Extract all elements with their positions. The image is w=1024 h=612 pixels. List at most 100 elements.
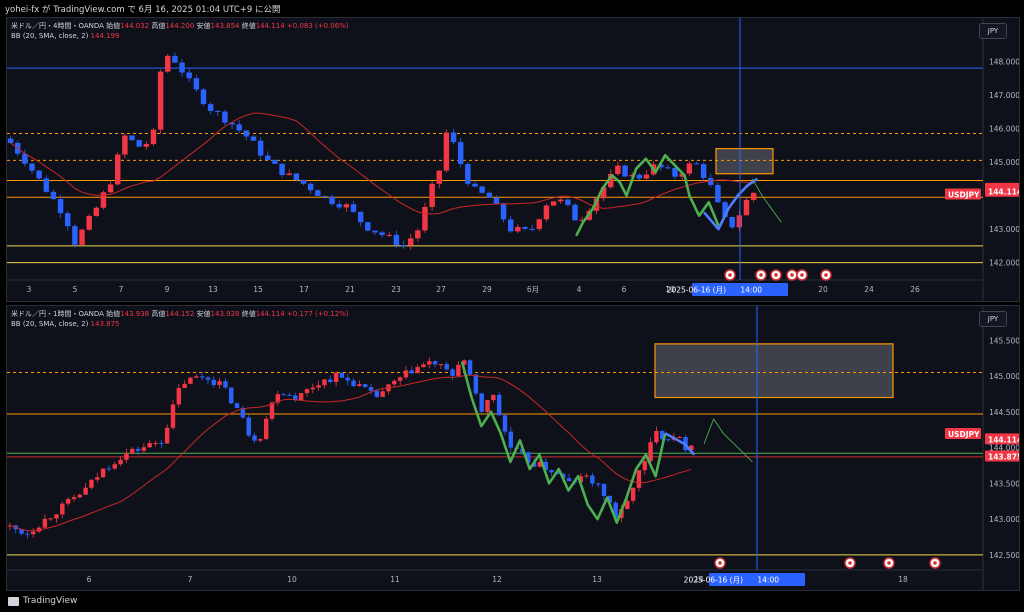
time-tick-label: 7 — [188, 575, 193, 584]
candle-body — [700, 164, 707, 178]
publish-header-text: yohei-fx が TradingView.com で 6月 16, 2025… — [5, 5, 281, 15]
chart-canvas-1h[interactable]: 145.500 145.000 144.500 144.000 143.500 143.0… — [7, 306, 1019, 590]
candle-body — [736, 215, 743, 228]
candle-body — [625, 500, 630, 509]
symbol-info-4h: 米ドル／円・4時間・OANDA 始値144.032 高値144.200 安値14… — [11, 21, 349, 31]
candle-body — [281, 394, 286, 396]
candle-body — [257, 140, 264, 156]
candle-body — [393, 234, 400, 246]
close-label: 終値 — [241, 22, 256, 30]
candle-body — [438, 364, 444, 366]
candle-body — [642, 461, 647, 471]
candle-body — [65, 499, 71, 504]
crosshair-date-label: 2025-06-16 (月) — [684, 576, 743, 585]
crosshair-time-box — [709, 573, 805, 586]
candle-body — [157, 71, 164, 130]
candle-body — [365, 222, 371, 231]
candle-body — [293, 173, 300, 180]
candle-body — [500, 203, 507, 220]
chart-canvas-4h[interactable]: 148.000 147.000 146.000 145.000 143.000 142.0… — [7, 18, 1019, 301]
candle-body — [95, 477, 100, 480]
candle-body — [135, 448, 141, 451]
candle-body — [526, 452, 531, 463]
currency-button[interactable]: JPY — [979, 23, 1007, 39]
candle-body — [407, 238, 414, 246]
time-tick-label: 7 — [119, 285, 124, 294]
candle-body — [322, 379, 327, 386]
candle-body — [579, 219, 585, 221]
footer-bar: TradingView — [0, 593, 1024, 612]
crosshair-time-label: 14:00 — [740, 286, 762, 295]
candle-body — [22, 153, 28, 164]
economic-event-dot — [887, 561, 891, 565]
candle-body — [486, 192, 492, 198]
symbol-tag-label: USDJPY — [948, 430, 980, 439]
candle-body — [243, 130, 250, 137]
candle-body — [636, 470, 642, 488]
candle-body — [287, 394, 292, 396]
projection-path — [703, 418, 753, 463]
tradingview-logo[interactable]: TradingView — [8, 596, 77, 606]
candle-body — [336, 204, 342, 208]
candle-body — [654, 431, 659, 443]
candle-body — [36, 527, 42, 532]
candle-body — [473, 374, 479, 394]
candle-body — [118, 459, 123, 465]
time-tick-label: 3 — [27, 285, 32, 294]
candle-body — [179, 62, 185, 73]
candle-body — [286, 173, 292, 176]
candle-body — [199, 376, 205, 378]
open-value: 144.032 — [120, 22, 150, 30]
economic-event-dot — [774, 273, 778, 277]
candle-body — [427, 361, 432, 365]
candle-body — [743, 199, 750, 216]
candle-body — [421, 364, 426, 368]
candle-body — [272, 159, 278, 164]
candle-body — [722, 202, 728, 217]
bb-value: 144.199 — [90, 32, 120, 40]
candle-body — [386, 234, 392, 236]
candle-body — [677, 437, 682, 439]
candle-body — [362, 384, 368, 388]
candle-body — [368, 387, 374, 391]
candle-body — [496, 394, 502, 416]
candle-body — [269, 402, 275, 419]
candle-body — [252, 435, 257, 441]
chart-panel-4h[interactable]: 148.000 147.000 146.000 145.000 143.000 142.0… — [6, 17, 1020, 302]
candle-body — [124, 453, 129, 460]
candle-body — [43, 178, 50, 192]
candle-body — [450, 132, 457, 143]
bb-legend-1h[interactable]: BB (20, SMA, close, 2) 143.875 — [11, 320, 120, 328]
candle-body — [263, 418, 269, 440]
candle-body — [403, 370, 409, 378]
currency-button[interactable]: JPY — [979, 311, 1007, 327]
chart-panel-1h[interactable]: 145.500 145.000 144.500 144.000 143.500 143.0… — [6, 305, 1020, 591]
change-value: +0.177 (+0.12%) — [286, 310, 349, 318]
candle-body — [71, 497, 77, 500]
low-label: 安値 — [196, 310, 211, 318]
candle-body — [89, 479, 94, 488]
candle-body — [543, 205, 550, 220]
close-label: 終値 — [241, 310, 256, 318]
candle-body — [432, 361, 438, 365]
bb-legend-4h[interactable]: BB (20, SMA, close, 2) 144.199 — [11, 32, 120, 40]
candle-body — [693, 163, 700, 165]
candle-body — [222, 111, 228, 123]
time-tick-label: 18 — [898, 575, 908, 584]
close-value: 144.114 — [255, 22, 285, 30]
candle-body — [72, 226, 78, 245]
time-tick-label: 27 — [436, 285, 446, 294]
candle-body — [622, 165, 628, 177]
low-value: 143.928 — [210, 310, 240, 318]
candle-body — [689, 445, 694, 451]
time-tick-label: 13 — [592, 575, 602, 584]
candle-body — [129, 135, 135, 141]
economic-event-dot — [800, 273, 804, 277]
candle-body — [636, 174, 643, 179]
candle-body — [648, 442, 653, 462]
candle-body — [223, 381, 228, 388]
candle-body — [443, 132, 450, 171]
price-tick-label: 145.500 — [989, 336, 1019, 345]
candle-body — [485, 400, 490, 412]
crosshair-time-box — [692, 283, 788, 296]
